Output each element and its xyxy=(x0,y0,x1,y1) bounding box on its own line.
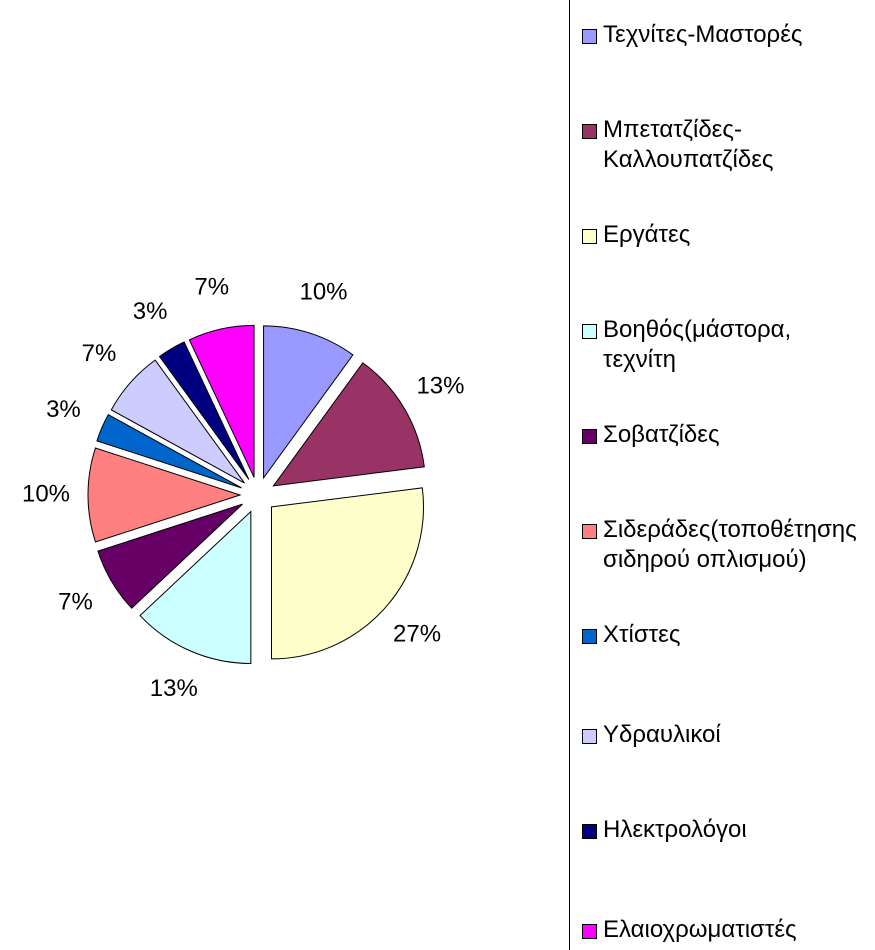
slice-label: 3% xyxy=(133,298,168,325)
slice-label: 10% xyxy=(299,279,347,306)
legend-item: Σοβατζίδες xyxy=(582,420,867,450)
slice-label: 13% xyxy=(150,675,198,702)
legend-label: Ηλεκτρολόγοι xyxy=(603,816,747,843)
slice-label: 13% xyxy=(416,372,464,399)
legend-label: Χτίστες xyxy=(603,621,681,648)
legend-label: Μπετατζίδες-Καλλουπατζίδες xyxy=(603,116,774,173)
legend-item: Χτίστες xyxy=(582,620,867,650)
legend-label: Ελαιοχρωματιστές xyxy=(603,916,797,943)
legend-label: Βοηθός(μάστορα, τεχνίτη xyxy=(603,316,792,373)
legend-swatch xyxy=(582,124,597,139)
legend-label: Τεχνίτες-Μαστορές xyxy=(603,21,803,48)
pie-slice xyxy=(110,359,245,484)
slice-label: 3% xyxy=(46,396,81,423)
legend-item: Ηλεκτρολόγοι xyxy=(582,815,867,845)
legend-label: Υδραυλικοί xyxy=(603,721,721,748)
legend-label: Εργάτες xyxy=(603,221,691,248)
legend-swatch xyxy=(582,524,597,539)
legend-item: Ελαιοχρωματιστές xyxy=(582,915,867,945)
slice-label: 7% xyxy=(194,273,229,300)
slice-label: 27% xyxy=(393,621,441,648)
pie-slice xyxy=(263,325,354,480)
legend-swatch xyxy=(582,924,597,939)
legend-swatch xyxy=(582,824,597,839)
legend-swatch xyxy=(582,229,597,244)
legend-label: Σοβατζίδες xyxy=(603,421,720,448)
pie-slice xyxy=(271,487,424,660)
slice-label: 7% xyxy=(58,588,93,615)
legend-label: Σιδεράδες(τοποθέτησης σιδηρού οπλισμού) xyxy=(603,516,857,573)
pie-area: 10% 13% 27% 13% 7% 10% 3% 7% 3% 7% xyxy=(22,273,465,702)
pie-slice xyxy=(97,503,243,609)
pie-slice xyxy=(188,324,255,478)
legend-item: Υδραυλικοί xyxy=(582,720,867,750)
slice-label: 10% xyxy=(22,480,70,507)
pie-slice xyxy=(139,510,252,665)
slice-label: 7% xyxy=(82,340,117,367)
pie-slice xyxy=(87,447,242,543)
legend-item: Βοηθός(μάστορα, τεχνίτη xyxy=(582,315,867,375)
legend-swatch xyxy=(582,29,597,44)
pie-slice xyxy=(272,362,425,487)
pie-slice xyxy=(96,413,242,489)
legend-item: Μπετατζίδες-Καλλουπατζίδες xyxy=(582,115,867,175)
legend-item: Τεχνίτες-Μαστορές xyxy=(582,20,867,50)
legend-swatch xyxy=(582,324,597,339)
legend-swatch xyxy=(582,429,597,444)
legend-item: Σιδεράδες(τοποθέτησης σιδηρού οπλισμού) xyxy=(582,515,867,575)
legend-swatch xyxy=(582,629,597,644)
legend-swatch xyxy=(582,729,597,744)
legend-item: Εργάτες xyxy=(582,220,867,250)
legend: Τεχνίτες-Μαστορές Μπετατζίδες-Καλλουπατζί… xyxy=(569,0,875,950)
pie-slice xyxy=(158,341,250,480)
